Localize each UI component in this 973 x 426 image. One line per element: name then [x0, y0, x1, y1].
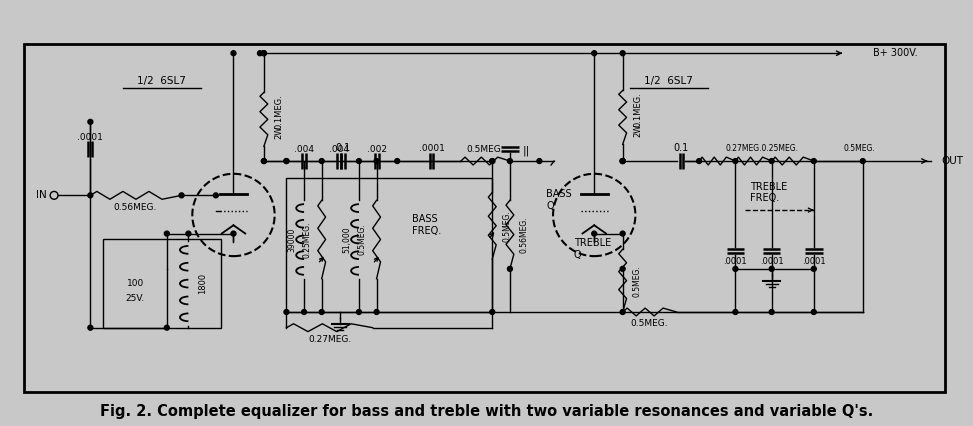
Text: 0.5MEG.: 0.5MEG.	[467, 145, 504, 154]
Text: 0.5MEG.: 0.5MEG.	[632, 265, 641, 296]
Text: OUT: OUT	[941, 156, 963, 166]
Text: 0.1: 0.1	[336, 143, 351, 153]
Text: 1/2  6SL7: 1/2 6SL7	[137, 76, 187, 86]
Text: BASS
FREQ.: BASS FREQ.	[412, 214, 441, 236]
Circle shape	[395, 158, 400, 164]
Circle shape	[733, 158, 738, 164]
Text: 100: 100	[126, 279, 144, 288]
Circle shape	[375, 310, 379, 314]
Circle shape	[811, 310, 816, 314]
Text: ||: ||	[523, 146, 530, 156]
Text: 1/2  6SL7: 1/2 6SL7	[644, 76, 693, 86]
Circle shape	[262, 158, 267, 164]
Circle shape	[186, 231, 191, 236]
Text: 0.5MEG.: 0.5MEG.	[844, 144, 875, 153]
Circle shape	[375, 158, 379, 164]
Circle shape	[770, 310, 775, 314]
Circle shape	[770, 158, 775, 164]
Circle shape	[620, 310, 625, 314]
Text: 0.56MEG.: 0.56MEG.	[520, 216, 528, 253]
Text: .0001: .0001	[724, 256, 747, 265]
Circle shape	[262, 51, 267, 56]
Circle shape	[262, 158, 267, 164]
Text: 0.5MEG.: 0.5MEG.	[502, 210, 511, 242]
Circle shape	[489, 158, 494, 164]
Text: .004: .004	[294, 145, 314, 154]
Text: 0.5MEG.: 0.5MEG.	[358, 224, 367, 255]
Text: .004: .004	[329, 145, 349, 154]
Bar	[23, 44, 945, 392]
Text: 0.1MEG.: 0.1MEG.	[633, 93, 642, 127]
Circle shape	[284, 310, 289, 314]
Text: IN: IN	[36, 190, 47, 200]
Circle shape	[231, 231, 235, 236]
Circle shape	[508, 266, 513, 271]
Circle shape	[489, 158, 494, 164]
Circle shape	[356, 310, 361, 314]
Text: 2W.: 2W.	[633, 122, 642, 137]
Text: 0.27MEG.: 0.27MEG.	[307, 335, 351, 344]
Circle shape	[733, 310, 738, 314]
Text: 39000: 39000	[287, 227, 296, 252]
Circle shape	[179, 193, 184, 198]
Circle shape	[284, 158, 289, 164]
Circle shape	[319, 310, 324, 314]
Text: 0.27MEG.0.25MEG.: 0.27MEG.0.25MEG.	[726, 144, 799, 153]
Circle shape	[733, 266, 738, 271]
Circle shape	[284, 158, 289, 164]
Text: .0001: .0001	[78, 133, 103, 142]
Text: BASS
Q: BASS Q	[546, 190, 572, 211]
Text: 1800: 1800	[198, 273, 207, 294]
Text: .002: .002	[367, 145, 386, 154]
Circle shape	[620, 231, 625, 236]
Text: .0001: .0001	[418, 144, 445, 153]
Text: .0001: .0001	[760, 256, 783, 265]
Circle shape	[164, 231, 169, 236]
Circle shape	[620, 51, 625, 56]
Circle shape	[258, 51, 263, 56]
Circle shape	[88, 325, 92, 330]
Circle shape	[489, 310, 494, 314]
Text: 25V.: 25V.	[126, 294, 145, 303]
Bar	[286, 178, 492, 312]
Circle shape	[213, 193, 218, 198]
Circle shape	[620, 266, 625, 271]
Circle shape	[770, 266, 775, 271]
Text: TREBLE
Q: TREBLE Q	[574, 239, 611, 260]
Circle shape	[592, 51, 596, 56]
Circle shape	[811, 266, 816, 271]
Circle shape	[262, 51, 267, 56]
Text: 0.1: 0.1	[674, 143, 689, 153]
Text: 0.5MEG.: 0.5MEG.	[631, 319, 667, 328]
Text: B+ 300V.: B+ 300V.	[873, 48, 918, 58]
Circle shape	[356, 158, 361, 164]
Text: 0.25MEG.: 0.25MEG.	[303, 221, 312, 258]
Circle shape	[592, 231, 596, 236]
Circle shape	[508, 158, 513, 164]
Text: Fig. 2. Complete equalizer for bass and treble with two variable resonances and : Fig. 2. Complete equalizer for bass and …	[100, 403, 873, 418]
Circle shape	[302, 310, 306, 314]
Circle shape	[537, 158, 542, 164]
Circle shape	[697, 158, 702, 164]
Text: TREBLE
FREQ.: TREBLE FREQ.	[750, 181, 787, 203]
Text: 2W.: 2W.	[274, 124, 284, 139]
Circle shape	[231, 51, 235, 56]
Text: 0.56MEG.: 0.56MEG.	[114, 203, 157, 212]
Circle shape	[164, 325, 169, 330]
Bar	[103, 239, 221, 328]
Circle shape	[319, 158, 324, 164]
Circle shape	[88, 119, 92, 124]
Circle shape	[88, 193, 92, 198]
Circle shape	[811, 158, 816, 164]
Text: 0.1MEG.: 0.1MEG.	[274, 95, 284, 130]
Circle shape	[860, 158, 865, 164]
Text: .0001: .0001	[802, 256, 826, 265]
Circle shape	[620, 158, 625, 164]
Circle shape	[620, 158, 625, 164]
Circle shape	[620, 158, 625, 164]
Text: 51,000: 51,000	[342, 226, 351, 253]
